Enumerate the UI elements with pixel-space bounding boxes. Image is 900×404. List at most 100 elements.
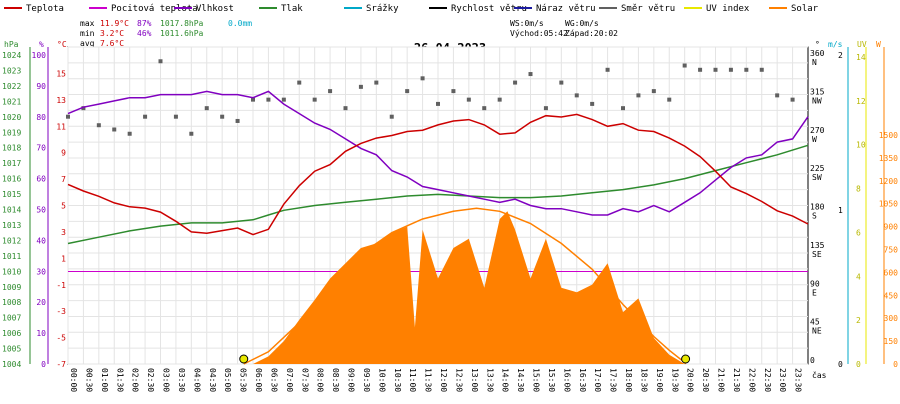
time-tick-label: 12:00 xyxy=(439,368,448,392)
time-tick-label: 14:30 xyxy=(516,368,525,392)
temperature-tick-label: 9 xyxy=(61,149,66,158)
pressure-tick-label: 1012 xyxy=(2,236,21,245)
time-tick-label: 01:00 xyxy=(100,368,109,392)
time-tick-label: 11:00 xyxy=(408,368,417,392)
pressure-tick-label: 1004 xyxy=(2,360,21,369)
time-tick-label: 07:00 xyxy=(285,368,294,392)
time-tick-label: 13:00 xyxy=(470,368,479,392)
humidity-tick-label: 50 xyxy=(36,206,46,215)
time-tick-label: 10:30 xyxy=(393,368,402,392)
temperature-tick-label: -5 xyxy=(56,334,66,343)
temperature-tick-label: 1 xyxy=(61,254,66,263)
solar-tick-label: 900 xyxy=(884,223,899,232)
time-tick-label: 00:00 xyxy=(69,368,78,392)
direction-compass-label: W xyxy=(812,135,817,144)
time-tick-label: 11:30 xyxy=(424,368,433,392)
wind-direction-point xyxy=(343,106,348,111)
time-tick-label: 15:30 xyxy=(547,368,556,392)
uv-tick-label: 12 xyxy=(856,97,866,106)
stat-pressure: 1011.6hPa xyxy=(160,29,204,38)
time-tick-label: 10:00 xyxy=(377,368,386,392)
wind-direction-point xyxy=(775,93,780,98)
axis-unit-solar: W xyxy=(876,40,881,49)
wind-direction-point xyxy=(713,67,718,72)
wind-direction-point xyxy=(312,97,317,102)
axis-unit-temperature: °C xyxy=(57,40,67,49)
pressure-tick-label: 1019 xyxy=(2,128,21,137)
pressure-tick-label: 1009 xyxy=(2,283,21,292)
pressure-tick-label: 1024 xyxy=(2,51,21,60)
pressure-tick-label: 1010 xyxy=(2,267,21,276)
time-tick-label: 22:30 xyxy=(763,368,772,392)
solar-tick-label: 1050 xyxy=(879,200,898,209)
time-tick-label: 03:00 xyxy=(162,368,171,392)
time-tick-label: 18:00 xyxy=(624,368,633,392)
axis-unit-direction: ° xyxy=(815,40,820,49)
sunrise-stat: Východ:05:42 xyxy=(510,29,568,38)
time-tick-label: 06:30 xyxy=(269,368,278,392)
solar-tick-label: 0 xyxy=(893,360,898,369)
pressure-tick-label: 1022 xyxy=(2,82,21,91)
direction-tick-label: 360 xyxy=(810,49,825,58)
wind-direction-point xyxy=(436,101,440,106)
legend-label: Teplota xyxy=(26,4,64,14)
wind-gust-stat: WG:0m/s xyxy=(565,19,599,28)
direction-tick-label: 225 xyxy=(810,164,825,173)
axis-unit-uv: UV xyxy=(857,40,867,49)
pressure-tick-label: 1015 xyxy=(2,190,21,199)
direction-tick-label: 45 xyxy=(810,318,820,327)
wind-direction-point xyxy=(759,67,764,72)
legend-label: Solar xyxy=(791,4,819,14)
direction-tick-label: 270 xyxy=(810,126,825,135)
wind-direction-point xyxy=(543,106,548,111)
stat-label: avg xyxy=(80,39,95,48)
time-tick-label: 04:30 xyxy=(208,368,217,392)
time-tick-label: 16:00 xyxy=(562,368,571,392)
pressure-tick-label: 1011 xyxy=(2,252,21,261)
time-tick-label: 03:30 xyxy=(177,368,186,392)
time-tick-label: 12:30 xyxy=(454,368,463,392)
pressure-tick-label: 1014 xyxy=(2,206,21,215)
wind-direction-point xyxy=(621,106,625,111)
pressure-tick-label: 1008 xyxy=(2,298,21,307)
pressure-tick-label: 1021 xyxy=(2,97,21,106)
stat-temp: 11.9°C xyxy=(100,19,129,28)
time-tick-label: 23:30 xyxy=(794,368,803,392)
wind-direction-point xyxy=(466,97,471,102)
temperature-tick-label: 5 xyxy=(61,202,66,211)
solar-tick-label: 1500 xyxy=(879,131,898,140)
wind-direction-point xyxy=(451,89,456,94)
time-tick-label: 17:00 xyxy=(593,368,602,392)
humidity-tick-label: 70 xyxy=(36,144,46,153)
humidity-tick-label: 0 xyxy=(41,360,46,369)
solar-tick-label: 150 xyxy=(884,337,899,346)
humidity-tick-label: 10 xyxy=(36,329,46,338)
uv-tick-label: 6 xyxy=(856,228,861,237)
time-tick-label: 16:30 xyxy=(578,368,587,392)
time-tick-label: 13:30 xyxy=(485,368,494,392)
wind-tick-label: 1 xyxy=(838,206,843,215)
solar-tick-label: 450 xyxy=(884,291,899,300)
time-tick-label: 15:00 xyxy=(532,368,541,392)
wind-direction-point xyxy=(358,84,363,89)
solar-tick-label: 1350 xyxy=(879,154,898,163)
wind-direction-point xyxy=(728,67,733,72)
stat-temp: 7.6°C xyxy=(100,39,124,48)
pressure-tick-label: 1023 xyxy=(2,66,21,75)
humidity-tick-label: 90 xyxy=(36,82,46,91)
wind-direction-point xyxy=(127,131,132,136)
temperature-tick-label: 15 xyxy=(56,69,66,78)
temperature-tick-label: 13 xyxy=(56,96,66,105)
time-tick-label: 08:30 xyxy=(331,368,340,392)
legend-label: Tlak xyxy=(281,4,303,14)
pressure-tick-label: 1017 xyxy=(2,159,21,168)
time-tick-label: 00:30 xyxy=(84,368,93,392)
stat-label: max xyxy=(80,19,95,28)
wind-direction-point xyxy=(281,97,286,102)
time-tick-label: 19:00 xyxy=(655,368,664,392)
uv-tick-label: 10 xyxy=(856,141,866,150)
time-tick-label: 06:00 xyxy=(254,368,263,392)
wind-direction-point xyxy=(651,89,656,94)
axis-unit-wind: m/s xyxy=(828,40,843,49)
wind-direction-point xyxy=(235,118,240,123)
